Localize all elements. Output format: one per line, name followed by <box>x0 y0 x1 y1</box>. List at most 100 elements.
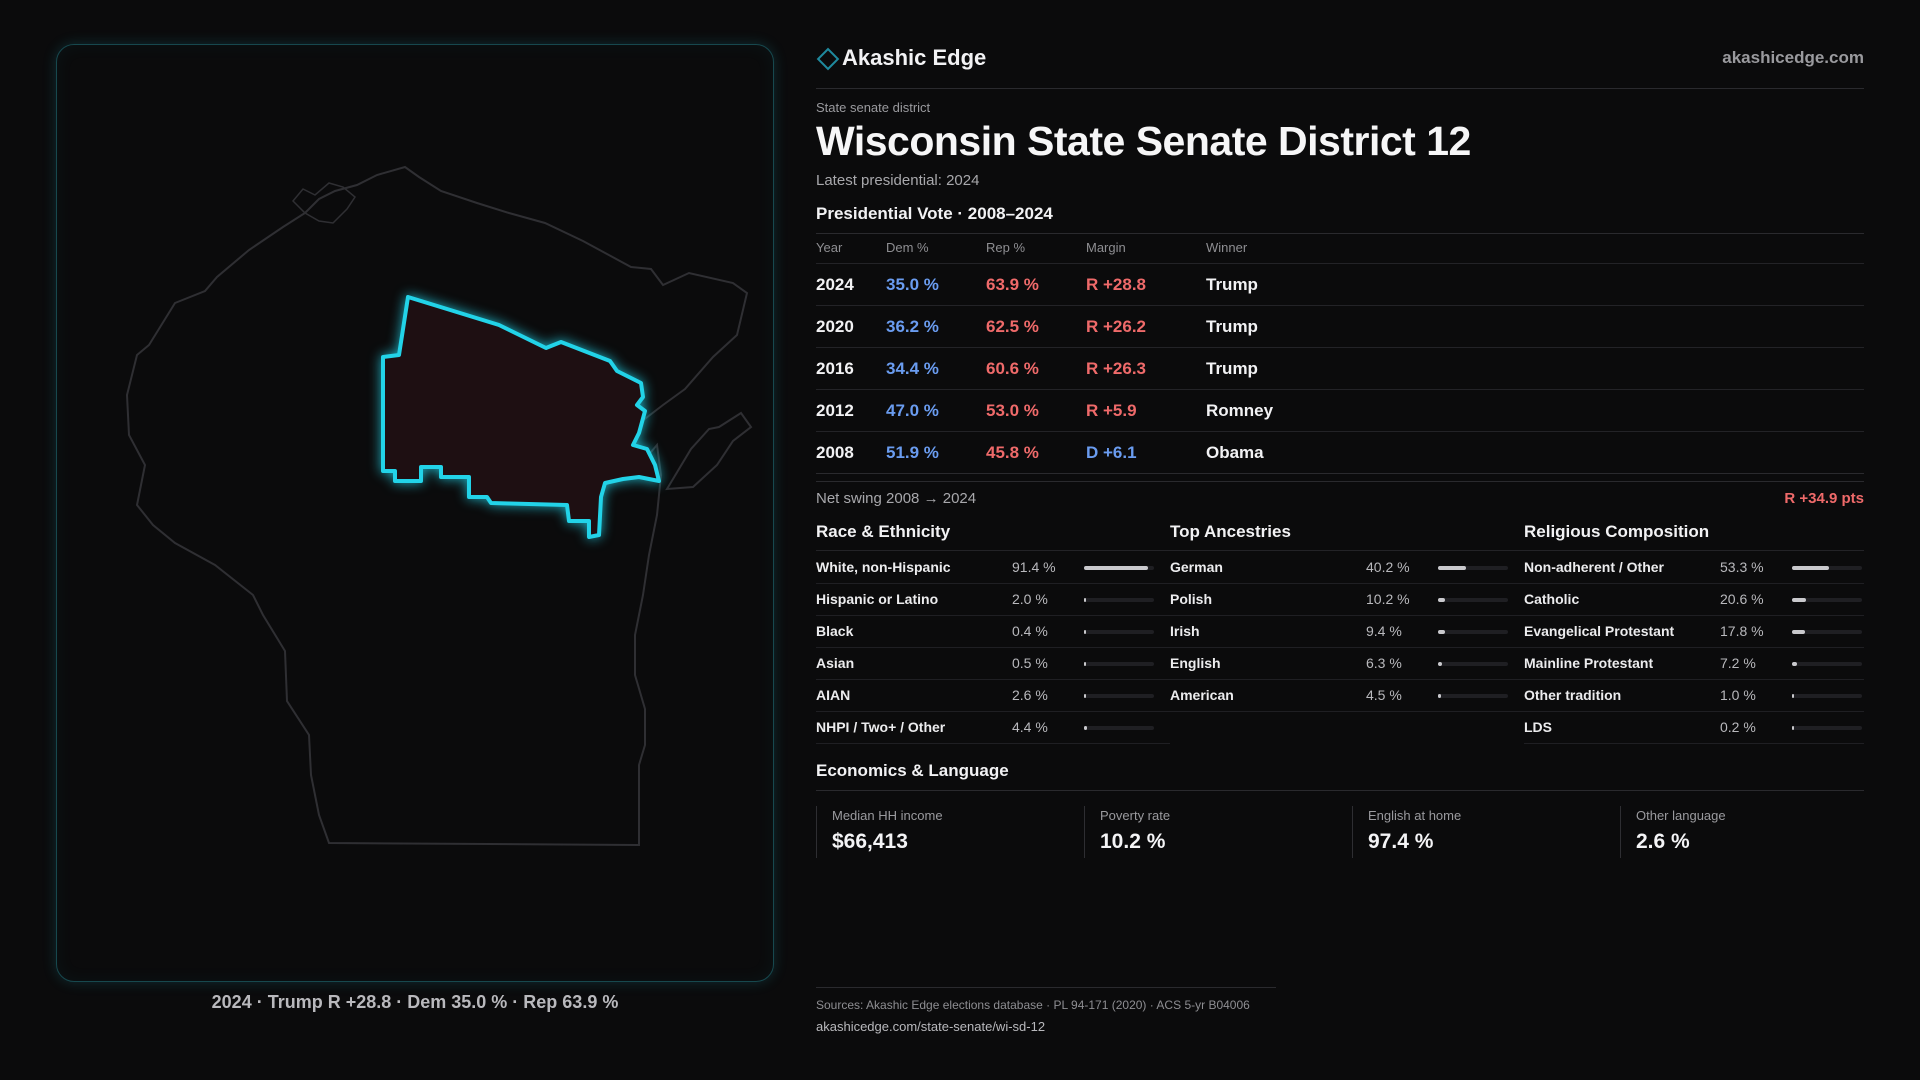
ancestry-bar-fill <box>1438 630 1445 634</box>
religion-value: 1.0 % <box>1720 687 1756 703</box>
brand-name[interactable]: Akashic Edge <box>842 45 987 70</box>
dem-cell: 51.9 % <box>886 443 939 462</box>
page-title: Wisconsin State Senate District 12 <box>816 118 1471 164</box>
religion-label: LDS <box>1524 719 1552 735</box>
race-label: Hispanic or Latino <box>816 591 939 607</box>
dem-cell: 35.0 % <box>886 275 939 294</box>
ancestry-label: Irish <box>1170 623 1200 639</box>
religion-label: Evangelical Protestant <box>1524 623 1675 639</box>
ancestry-label: German <box>1170 559 1223 575</box>
district-12-shape[interactable] <box>381 295 661 539</box>
ancestry-row: English 6.3 % <box>1170 647 1524 680</box>
rep-cell: 63.9 % <box>986 275 1039 294</box>
econ-stat: Poverty rate 10.2 % <box>1084 806 1339 858</box>
table-bottom-divider <box>816 473 1864 474</box>
ancestry-bar-fill <box>1438 694 1442 698</box>
race-bar-fill <box>1084 662 1086 666</box>
econ-stat-value: 2.6 % <box>1636 830 1690 853</box>
religion-bar-track <box>1792 694 1862 698</box>
rep-cell: 60.6 % <box>986 359 1039 378</box>
table-row[interactable]: 2024 35.0 % 63.9 % R +28.8 Trump <box>816 263 1864 306</box>
ancestry-label: Polish <box>1170 591 1213 607</box>
race-bar-fill <box>1084 566 1148 570</box>
net-swing-value: R +34.9 pts <box>1784 490 1864 507</box>
year-cell: 2024 <box>816 275 854 294</box>
presidential-section-title: Presidential Vote · 2008–2024 <box>816 204 1053 223</box>
diamond-logo-icon <box>816 47 840 71</box>
district-map[interactable] <box>57 45 775 983</box>
ancestry-row: German 40.2 % <box>1170 551 1524 584</box>
header-margin: Margin <box>1086 240 1126 255</box>
religion-row: Catholic 20.6 % <box>1524 583 1864 616</box>
year-cell: 2008 <box>816 443 854 462</box>
table-top-divider <box>816 233 1864 234</box>
ancestry-value: 9.4 % <box>1366 623 1402 639</box>
winner-cell: Trump <box>1206 275 1258 294</box>
year-cell: 2020 <box>816 317 854 336</box>
religion-section-title: Religious Composition <box>1524 522 1710 541</box>
ancestry-value: 40.2 % <box>1366 559 1410 575</box>
ancestry-bar-fill <box>1438 566 1467 570</box>
ancestry-bar-track <box>1438 630 1508 634</box>
race-bar-track <box>1084 598 1154 602</box>
religion-bar-fill <box>1792 630 1805 634</box>
religion-row: LDS 0.2 % <box>1524 711 1864 744</box>
econ-stat-label: Median HH income <box>832 808 943 823</box>
ancestry-value: 10.2 % <box>1366 591 1410 607</box>
ancestry-value: 6.3 % <box>1366 655 1402 671</box>
religion-bar-track <box>1792 726 1862 730</box>
ancestry-label: English <box>1170 655 1221 671</box>
dem-cell: 36.2 % <box>886 317 939 336</box>
net-swing-label: Net swing 2008 → 2024 <box>816 490 977 507</box>
margin-cell: R +26.3 <box>1086 359 1147 378</box>
ancestry-bar-fill <box>1438 662 1443 666</box>
table-row[interactable]: 2012 47.0 % 53.0 % R +5.9 Romney <box>816 389 1864 432</box>
religion-bar-fill <box>1792 694 1794 698</box>
rep-cell: 53.0 % <box>986 401 1039 420</box>
race-value: 4.4 % <box>1012 719 1048 735</box>
winner-cell: Trump <box>1206 359 1258 378</box>
source-url-link[interactable]: akashicedge.com/state-senate/wi-sd-12 <box>816 1019 1046 1034</box>
brand-url[interactable]: akashicedge.com <box>1722 48 1864 67</box>
ancestry-value: 4.5 % <box>1366 687 1402 703</box>
header-divider <box>816 88 1864 89</box>
year-cell: 2012 <box>816 401 854 420</box>
ancestry-divider <box>1170 550 1524 551</box>
religion-value: 7.2 % <box>1720 655 1756 671</box>
ancestry-row: American 4.5 % <box>1170 679 1524 712</box>
econ-stat-label: Other language <box>1636 808 1726 823</box>
table-row[interactable]: 2008 51.9 % 45.8 % D +6.1 Obama <box>816 431 1864 474</box>
race-value: 0.4 % <box>1012 623 1048 639</box>
race-value: 2.6 % <box>1012 687 1048 703</box>
econ-stat-label: Poverty rate <box>1100 808 1171 823</box>
race-bar-fill <box>1084 694 1086 698</box>
map-panel[interactable] <box>56 44 774 982</box>
race-label: AIAN <box>816 687 851 703</box>
race-row: Black 0.4 % <box>816 615 1170 648</box>
table-row[interactable]: 2020 36.2 % 62.5 % R +26.2 Trump <box>816 305 1864 348</box>
year-cell: 2016 <box>816 359 854 378</box>
race-row: White, non-Hispanic 91.4 % <box>816 551 1170 584</box>
religion-value: 17.8 % <box>1720 623 1764 639</box>
econ-stat-value: 10.2 % <box>1100 830 1166 853</box>
vote-table-header: Year Dem % Rep % Margin Winner <box>816 233 1864 263</box>
econ-stat: Median HH income $66,413 <box>816 806 1071 858</box>
race-label: Black <box>816 623 854 639</box>
ancestry-bar-track <box>1438 662 1508 666</box>
table-row[interactable]: 2016 34.4 % 60.6 % R +26.3 Trump <box>816 347 1864 390</box>
latest-presidential: Latest presidential: 2024 <box>816 172 980 189</box>
rep-cell: 45.8 % <box>986 443 1039 462</box>
race-bar-track <box>1084 694 1154 698</box>
religion-row: Evangelical Protestant 17.8 % <box>1524 615 1864 648</box>
econ-stat: Other language 2.6 % <box>1620 806 1875 858</box>
race-bar-fill <box>1084 630 1086 634</box>
ancestry-bar-track <box>1438 598 1508 602</box>
island-outline <box>291 182 356 224</box>
race-divider <box>816 550 1170 551</box>
margin-cell: R +5.9 <box>1086 401 1137 420</box>
ancestry-bar-track <box>1438 694 1508 698</box>
header-year: Year <box>816 240 843 255</box>
ancestry-label: American <box>1170 687 1234 703</box>
sources-text: Sources: Akashic Edge elections database… <box>816 998 1250 1012</box>
religion-bar-fill <box>1792 598 1807 602</box>
